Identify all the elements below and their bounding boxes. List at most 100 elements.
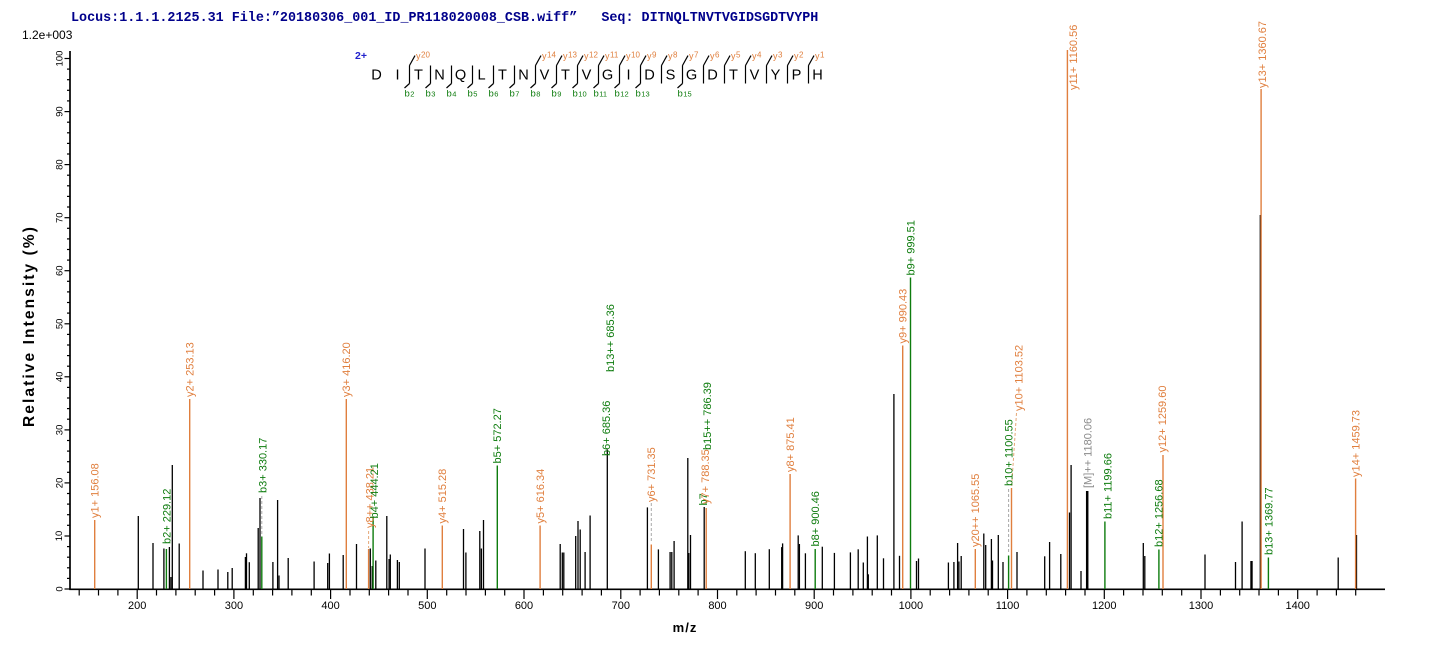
svg-text:b2+ 229.12: b2+ 229.12 (161, 489, 173, 544)
svg-text:y13+ 1360.67: y13+ 1360.67 (1257, 21, 1269, 88)
svg-text:b15: b15 (678, 89, 692, 100)
svg-text:100: 100 (54, 51, 65, 67)
svg-text:y12+ 1259.60: y12+ 1259.60 (1157, 386, 1169, 453)
svg-text:y13: y13 (563, 51, 577, 62)
svg-text:1100: 1100 (996, 600, 1020, 612)
svg-text:D: D (644, 67, 655, 83)
svg-text:S: S (666, 67, 676, 83)
svg-text:b9: b9 (552, 89, 562, 100)
svg-text:1.2e+003: 1.2e+003 (22, 28, 73, 42)
svg-text:y5: y5 (731, 51, 741, 62)
svg-text:y20++ 1065.55: y20++ 1065.55 (970, 474, 982, 547)
svg-text:H: H (812, 67, 823, 83)
svg-text:V: V (750, 67, 760, 83)
svg-text:b11: b11 (594, 89, 608, 100)
svg-text:Relative Intensity (%): Relative Intensity (%) (21, 225, 38, 427)
svg-text:V: V (540, 67, 550, 83)
svg-text:y2: y2 (794, 51, 804, 62)
svg-text:900: 900 (805, 600, 823, 612)
svg-text:b15++ 786.39: b15++ 786.39 (702, 382, 714, 450)
svg-text:N: N (518, 67, 529, 83)
svg-text:b12: b12 (615, 89, 629, 100)
svg-text:y11+ 1160.56: y11+ 1160.56 (1068, 25, 1080, 90)
svg-text:y12: y12 (584, 51, 598, 62)
svg-text:90: 90 (54, 106, 65, 117)
svg-text:b10+ 1100.55: b10+ 1100.55 (1003, 419, 1015, 486)
svg-text:b7: b7 (698, 493, 710, 505)
svg-text:y7+ 788.35: y7+ 788.35 (700, 449, 712, 504)
svg-text:y8+ 875.41: y8+ 875.41 (785, 417, 797, 472)
svg-text:P: P (792, 67, 802, 83)
svg-text:b6+ 685.36: b6+ 685.36 (601, 401, 613, 456)
svg-text:400: 400 (321, 600, 339, 612)
svg-text:y6+ 731.35: y6+ 731.35 (646, 447, 658, 502)
svg-text:m/z: m/z (673, 620, 698, 635)
svg-text:y5+ 616.34: y5+ 616.34 (535, 469, 547, 524)
svg-text:y6: y6 (710, 51, 720, 62)
svg-text:60: 60 (54, 265, 65, 276)
svg-text:b2: b2 (405, 89, 415, 100)
svg-text:b13+ 1369.77: b13+ 1369.77 (1263, 487, 1275, 555)
svg-text:b11+ 1199.66: b11+ 1199.66 (1103, 453, 1115, 519)
svg-text:1200: 1200 (1092, 600, 1116, 612)
svg-text:b3: b3 (426, 89, 436, 100)
svg-text:20: 20 (54, 478, 65, 489)
svg-text:D: D (371, 67, 382, 83)
svg-text:0: 0 (54, 586, 65, 591)
svg-text:y10+ 1103.52: y10+ 1103.52 (1013, 345, 1025, 411)
svg-text:I: I (395, 67, 399, 83)
svg-text:30: 30 (54, 425, 65, 436)
svg-text:y8++ 438.21: y8++ 438.21 (364, 467, 376, 528)
svg-text:D: D (707, 67, 718, 83)
svg-text:y9: y9 (647, 51, 657, 62)
svg-text:700: 700 (612, 600, 630, 612)
svg-text:T: T (498, 67, 507, 83)
svg-text:G: G (602, 67, 613, 83)
svg-text:b7: b7 (510, 89, 520, 100)
svg-text:b4+ 444.21: b4+ 444.21 (369, 463, 381, 518)
svg-text:b13: b13 (636, 89, 650, 100)
svg-text:[M]++ 1180.06: [M]++ 1180.06 (1083, 418, 1095, 488)
svg-text:T: T (729, 67, 738, 83)
svg-text:Locus:1.1.1.2125.31 File:”2018: Locus:1.1.1.2125.31 File:”20180306_001_I… (71, 11, 818, 26)
svg-text:y4: y4 (752, 51, 762, 62)
svg-text:b10: b10 (573, 89, 587, 100)
svg-text:y7: y7 (689, 51, 699, 62)
svg-text:b8+ 900.46: b8+ 900.46 (810, 491, 822, 546)
svg-text:y4+ 515.28: y4+ 515.28 (437, 469, 449, 524)
svg-text:80: 80 (54, 159, 65, 170)
svg-text:N: N (434, 67, 445, 83)
svg-text:y3: y3 (773, 51, 783, 62)
svg-text:V: V (582, 67, 592, 83)
svg-text:Q: Q (455, 67, 466, 83)
svg-text:Y: Y (771, 67, 781, 83)
svg-text:y3+ 416.20: y3+ 416.20 (341, 342, 353, 397)
svg-text:y10: y10 (626, 51, 640, 62)
svg-text:y14+ 1459.73: y14+ 1459.73 (1351, 410, 1363, 477)
svg-text:G: G (686, 67, 697, 83)
svg-text:1400: 1400 (1285, 600, 1309, 612)
svg-text:600: 600 (515, 600, 533, 612)
svg-text:500: 500 (418, 600, 436, 612)
svg-text:40: 40 (54, 372, 65, 383)
svg-text:T: T (414, 67, 423, 83)
svg-text:1000: 1000 (899, 600, 923, 612)
svg-text:b4: b4 (447, 89, 457, 100)
svg-text:b5+ 572.27: b5+ 572.27 (492, 408, 504, 463)
svg-text:10: 10 (54, 531, 65, 542)
svg-text:b6: b6 (489, 89, 499, 100)
svg-text:b3+ 330.17: b3+ 330.17 (258, 438, 270, 493)
svg-text:b5: b5 (468, 89, 478, 100)
svg-text:y20: y20 (416, 51, 430, 62)
svg-text:y14: y14 (542, 51, 556, 62)
svg-text:y1: y1 (815, 51, 825, 62)
svg-text:b9+ 999.51: b9+ 999.51 (905, 220, 917, 275)
svg-text:300: 300 (225, 600, 243, 612)
svg-text:y9+ 990.43: y9+ 990.43 (898, 289, 910, 344)
svg-text:50: 50 (54, 319, 65, 330)
svg-text:b8: b8 (531, 89, 541, 100)
svg-text:L: L (477, 67, 485, 83)
svg-text:1300: 1300 (1189, 600, 1213, 612)
svg-text:b12+ 1256.68: b12+ 1256.68 (1154, 479, 1166, 547)
svg-text:T: T (561, 67, 570, 83)
